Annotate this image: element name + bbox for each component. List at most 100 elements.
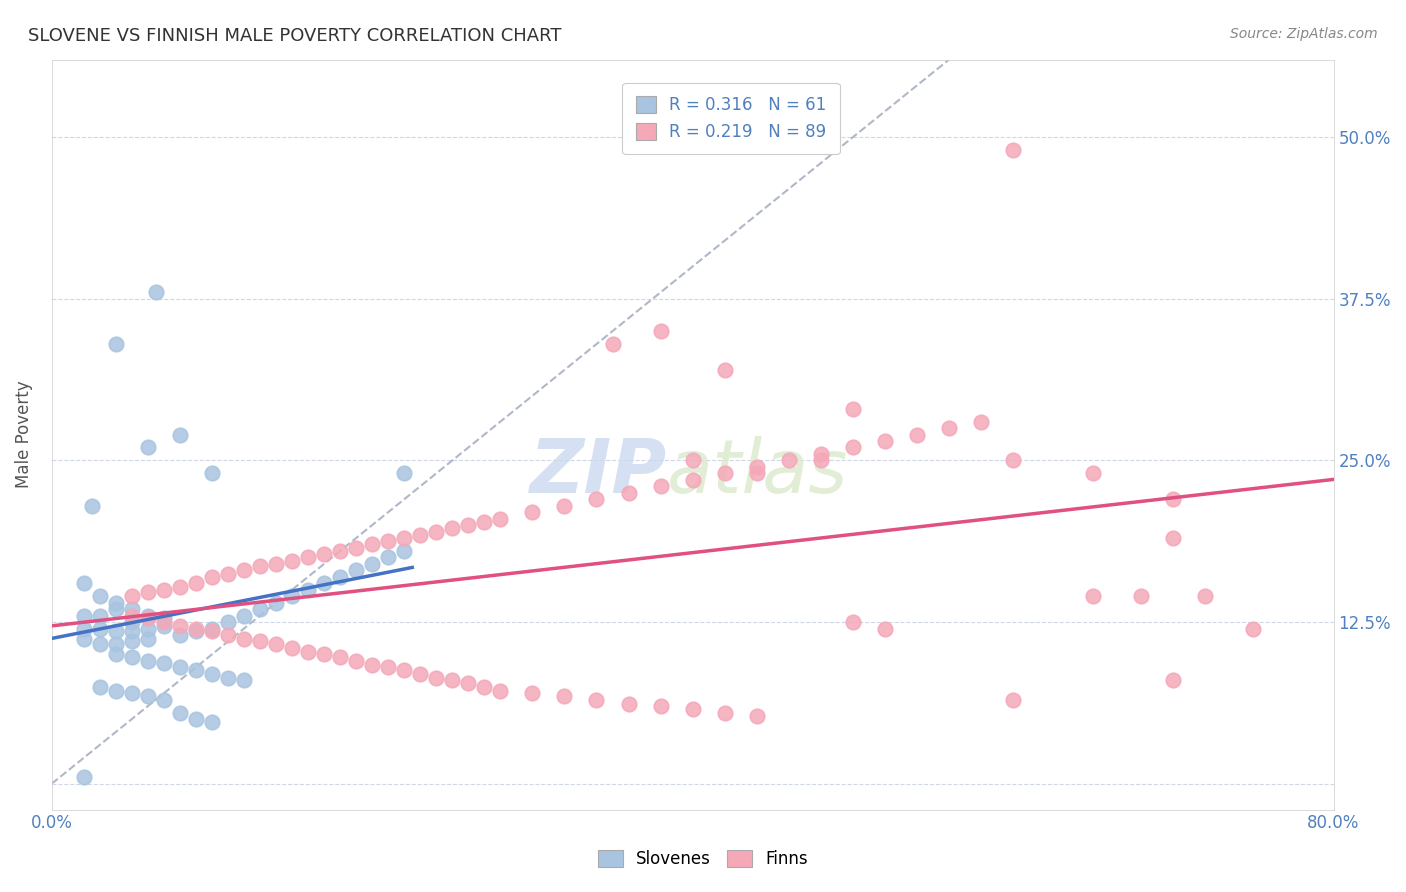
Point	[472, 516, 495, 530]
Point	[522, 686, 544, 700]
Point	[217, 615, 239, 629]
Point	[201, 622, 224, 636]
Point	[153, 615, 176, 629]
Point	[329, 650, 352, 665]
Point	[233, 608, 256, 623]
Point	[169, 628, 191, 642]
Point	[169, 427, 191, 442]
Point	[745, 459, 768, 474]
Point	[409, 666, 432, 681]
Point	[73, 770, 96, 784]
Point	[233, 563, 256, 577]
Point	[104, 624, 127, 639]
Point	[73, 608, 96, 623]
Point	[233, 673, 256, 688]
Point	[394, 544, 416, 558]
Point	[73, 632, 96, 646]
Point	[377, 660, 399, 674]
Point	[873, 434, 896, 448]
Point	[136, 611, 159, 625]
Point	[713, 467, 735, 481]
Point	[121, 686, 143, 700]
Point	[810, 453, 832, 467]
Point	[409, 528, 432, 542]
Point	[745, 709, 768, 723]
Point	[314, 648, 336, 662]
Text: SLOVENE VS FINNISH MALE POVERTY CORRELATION CHART: SLOVENE VS FINNISH MALE POVERTY CORRELAT…	[28, 27, 561, 45]
Point	[394, 531, 416, 545]
Point	[682, 701, 704, 715]
Point	[136, 622, 159, 636]
Point	[553, 499, 575, 513]
Point	[297, 582, 319, 597]
Point	[585, 492, 607, 507]
Point	[1002, 453, 1025, 467]
Point	[617, 697, 640, 711]
Point	[136, 441, 159, 455]
Point	[80, 499, 103, 513]
Point	[1002, 143, 1025, 157]
Point	[441, 521, 464, 535]
Point	[264, 637, 287, 651]
Point	[217, 671, 239, 685]
Point	[217, 628, 239, 642]
Point	[153, 582, 176, 597]
Point	[314, 576, 336, 591]
Point	[201, 666, 224, 681]
Point	[104, 637, 127, 651]
Point	[842, 401, 865, 416]
Point	[104, 337, 127, 351]
Point	[297, 550, 319, 565]
Point	[361, 557, 384, 571]
Point	[121, 650, 143, 665]
Point	[184, 663, 207, 677]
Point	[489, 683, 512, 698]
Point	[249, 559, 271, 574]
Point	[377, 550, 399, 565]
Point	[745, 467, 768, 481]
Point	[713, 706, 735, 720]
Point	[361, 657, 384, 672]
Point	[121, 608, 143, 623]
Point	[281, 554, 304, 568]
Point	[264, 557, 287, 571]
Point	[104, 648, 127, 662]
Point	[1161, 492, 1184, 507]
Point	[169, 619, 191, 633]
Point	[136, 608, 159, 623]
Point	[314, 547, 336, 561]
Point	[201, 714, 224, 729]
Point	[104, 596, 127, 610]
Point	[297, 645, 319, 659]
Point	[842, 441, 865, 455]
Text: ZIP: ZIP	[530, 435, 666, 508]
Point	[184, 576, 207, 591]
Point	[713, 363, 735, 377]
Point	[136, 654, 159, 668]
Legend: R = 0.316   N = 61, R = 0.219   N = 89: R = 0.316 N = 61, R = 0.219 N = 89	[623, 83, 839, 154]
Point	[1161, 673, 1184, 688]
Point	[169, 660, 191, 674]
Point	[457, 518, 479, 533]
Point	[121, 624, 143, 639]
Point	[778, 453, 800, 467]
Point	[650, 699, 672, 714]
Point	[136, 632, 159, 646]
Point	[489, 511, 512, 525]
Point	[329, 570, 352, 584]
Point	[89, 622, 111, 636]
Point	[425, 524, 447, 539]
Point	[169, 580, 191, 594]
Point	[169, 706, 191, 720]
Text: Source: ZipAtlas.com: Source: ZipAtlas.com	[1230, 27, 1378, 41]
Point	[136, 585, 159, 599]
Point	[121, 589, 143, 603]
Point	[329, 544, 352, 558]
Point	[184, 622, 207, 636]
Point	[153, 619, 176, 633]
Y-axis label: Male Poverty: Male Poverty	[15, 381, 32, 489]
Point	[938, 421, 960, 435]
Point	[201, 570, 224, 584]
Point	[89, 680, 111, 694]
Point	[145, 285, 167, 300]
